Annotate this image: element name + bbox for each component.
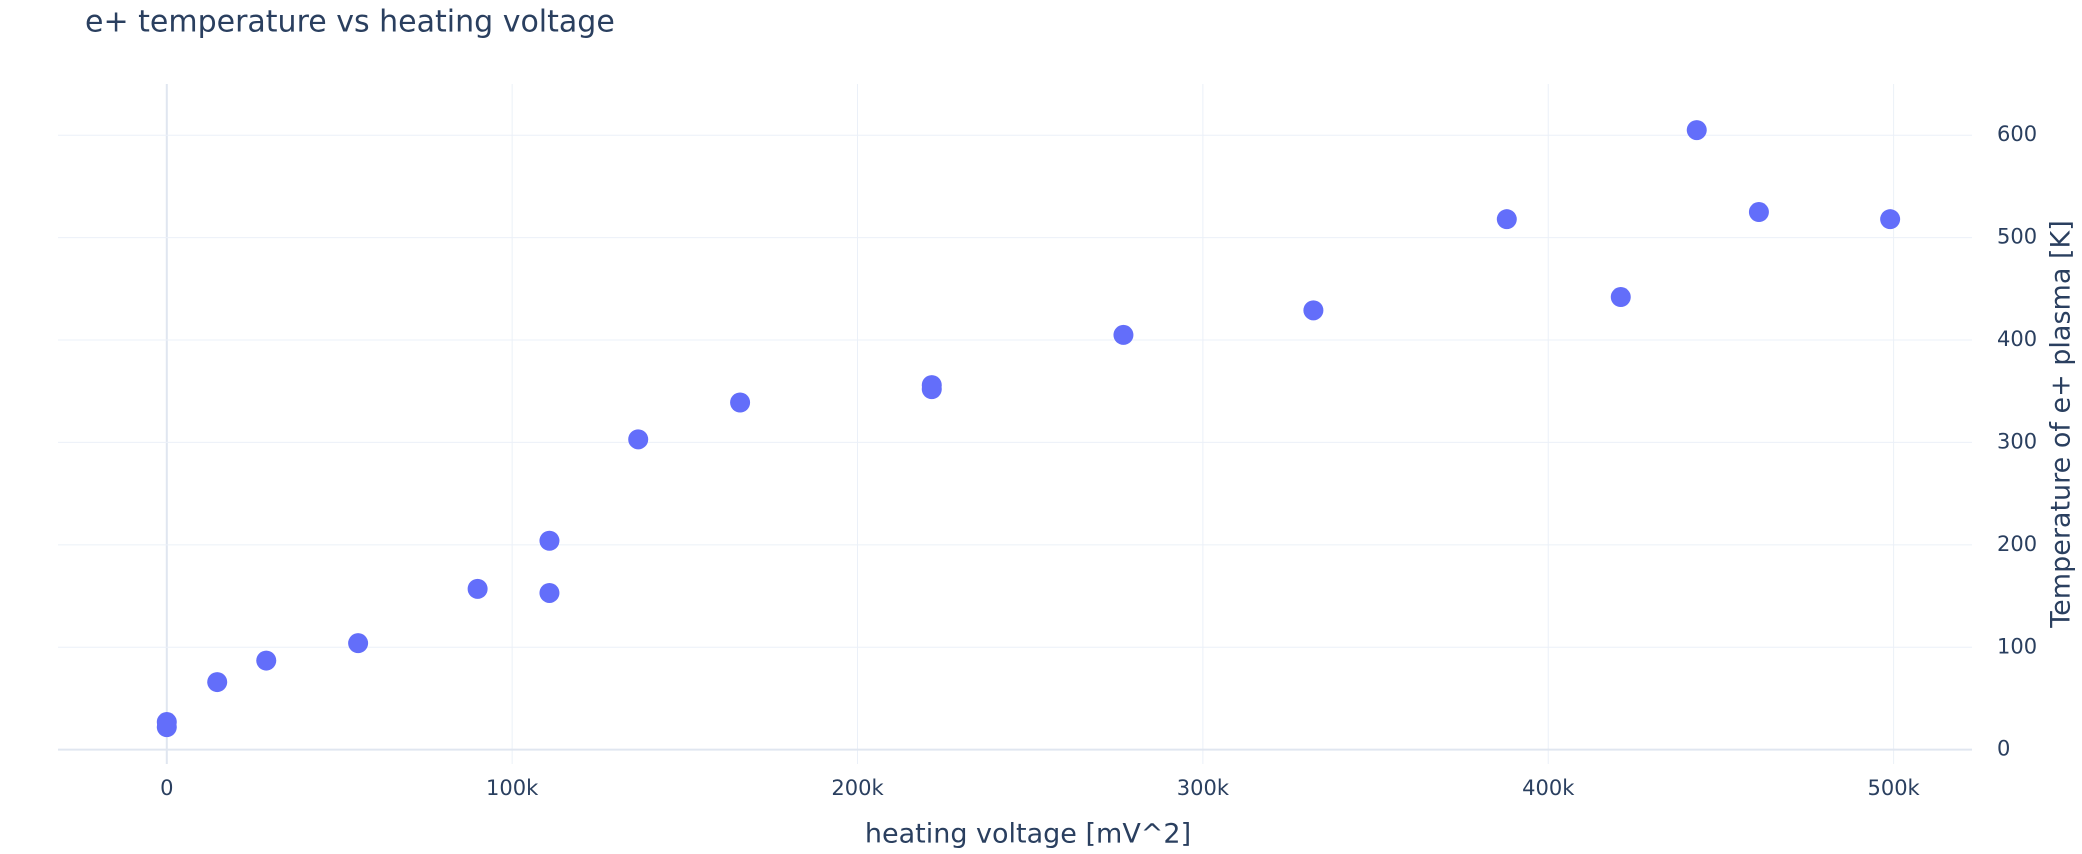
point — [539, 582, 560, 603]
point — [1748, 202, 1769, 223]
x-tick-label: 400k — [1522, 776, 1575, 800]
point — [1880, 209, 1901, 230]
x-tick-label: 300k — [1177, 776, 1230, 800]
y-axis-title: Temperature of e+ plasma [K] — [2046, 220, 2077, 629]
x-tick-label: 100k — [486, 776, 539, 800]
y-tick-label: 600 — [1997, 122, 2037, 146]
x-tick-label: 0 — [160, 776, 173, 800]
point — [1610, 287, 1631, 308]
point — [156, 717, 177, 738]
y-tick-label: 500 — [1997, 225, 2037, 249]
point — [539, 530, 560, 551]
y-tick-label: 200 — [1997, 532, 2037, 556]
point — [256, 650, 277, 671]
y-tick-label: 0 — [1997, 737, 2010, 761]
x-tick-label: 500k — [1867, 776, 1920, 800]
point — [1496, 209, 1517, 230]
y-tick-label: 300 — [1997, 429, 2037, 453]
point — [628, 429, 649, 450]
point — [348, 633, 369, 654]
point — [1686, 120, 1707, 141]
point — [207, 672, 228, 693]
y-tick-label: 100 — [1997, 634, 2037, 658]
point — [1303, 300, 1324, 321]
x-tick-label: 200k — [831, 776, 884, 800]
point — [730, 392, 751, 413]
x-axis-title: heating voltage [mV^2] — [865, 819, 1191, 850]
point — [467, 578, 488, 599]
y-tick-label: 400 — [1997, 327, 2037, 351]
chart-title: e+ temperature vs heating voltage — [85, 5, 615, 40]
point — [1113, 324, 1134, 345]
point — [921, 379, 942, 400]
